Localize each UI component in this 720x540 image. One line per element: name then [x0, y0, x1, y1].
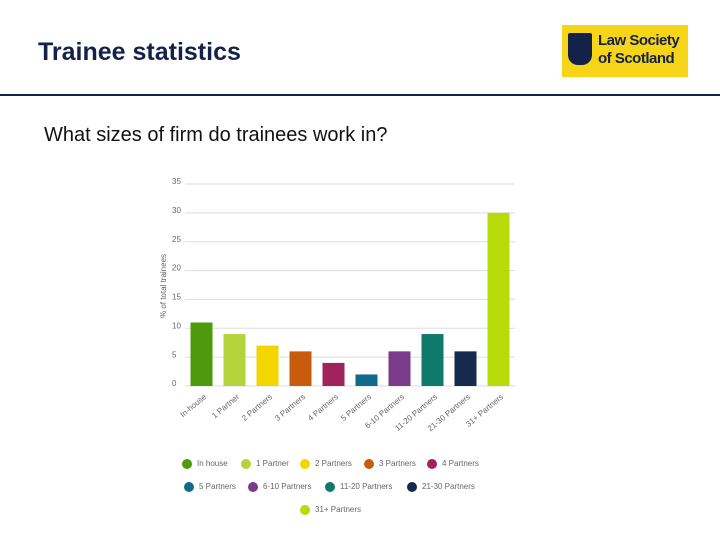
legend-label: 2 Partners — [315, 459, 352, 468]
y-tick-label: 15 — [172, 293, 181, 302]
logo: Law Society of Scotland — [562, 25, 688, 77]
legend-label: 5 Partners — [199, 482, 236, 491]
bar — [256, 345, 279, 386]
y-axis-label: % of total trainees — [159, 254, 168, 318]
y-tick-label: 25 — [172, 235, 181, 244]
y-tick-label: 30 — [172, 206, 181, 215]
bar — [223, 334, 246, 386]
bar — [487, 212, 510, 386]
x-tick-label: 1 Partner — [210, 392, 241, 420]
logo-crest — [568, 33, 592, 65]
legend-swatch — [364, 459, 374, 469]
x-tick-label: In-house — [179, 392, 209, 419]
legend-label: 3 Partners — [379, 459, 416, 468]
y-tick-label: 20 — [172, 264, 181, 273]
legend-swatch — [407, 482, 417, 492]
y-tick-label: 35 — [172, 177, 181, 186]
legend-swatch — [248, 482, 258, 492]
bar — [454, 351, 477, 386]
bar — [388, 351, 411, 386]
x-tick-label: 2 Partners — [240, 392, 274, 423]
y-tick-label: 5 — [172, 350, 177, 359]
legend-swatch — [184, 482, 194, 492]
y-tick-label: 10 — [172, 321, 181, 330]
slide-title: Trainee statistics — [38, 38, 241, 66]
header-rule — [0, 94, 720, 96]
x-tick-label: 4 Partners — [306, 392, 340, 423]
legend-label: 11-20 Partners — [340, 482, 392, 491]
legend-swatch — [241, 459, 251, 469]
question: What sizes of firm do trainees work in? — [44, 124, 388, 146]
x-tick-label: 3 Partners — [273, 392, 307, 423]
legend-swatch — [300, 459, 310, 469]
legend-label: 1 Partner — [256, 459, 289, 468]
legend-label: 6-10 Partners — [263, 482, 311, 491]
bar — [421, 334, 444, 386]
bar — [322, 362, 345, 386]
legend-swatch — [325, 482, 335, 492]
legend-label: In house — [197, 459, 228, 468]
legend-swatch — [427, 459, 437, 469]
legend-swatch — [182, 459, 192, 469]
legend-swatch — [300, 505, 310, 515]
logo-text: of Scotland — [598, 50, 675, 67]
bar — [289, 351, 312, 386]
bar — [190, 322, 213, 386]
legend-label: 21-30 Partners — [422, 482, 475, 491]
logo-text: Law Society — [598, 32, 680, 49]
y-tick-label: 0 — [172, 379, 177, 388]
legend-label: 31+ Partners — [315, 505, 361, 514]
legend-label: 4 Partners — [442, 459, 479, 468]
bar — [355, 374, 378, 386]
